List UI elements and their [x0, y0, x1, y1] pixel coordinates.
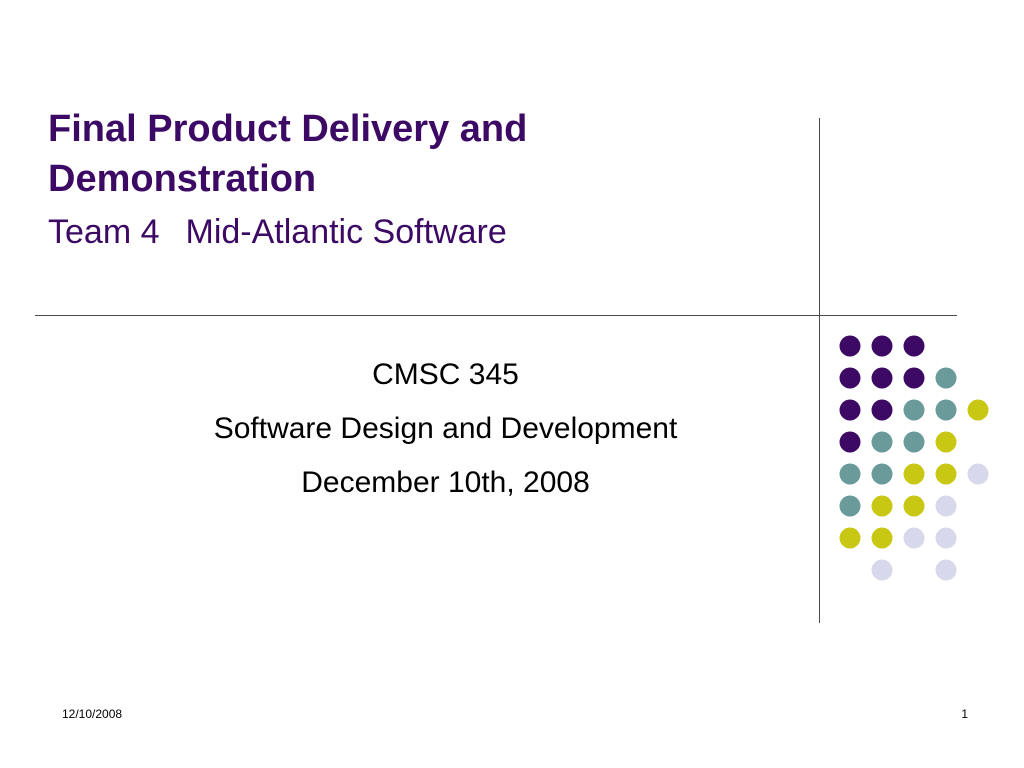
decorative-dot	[871, 367, 893, 389]
slide-title-line-2: Demonstration	[48, 158, 317, 200]
body-text-block: CMSC 345 Software Design and Development…	[48, 348, 843, 510]
decorative-dot	[935, 495, 957, 517]
decorative-dot	[967, 463, 989, 485]
decorative-dot	[903, 431, 925, 453]
decorative-dot	[935, 463, 957, 485]
decorative-dot	[935, 367, 957, 389]
company-label: Mid-Atlantic Software	[185, 213, 507, 251]
decorative-dot	[871, 335, 893, 357]
course-name: Software Design and Development	[213, 412, 678, 445]
decorative-dot	[871, 495, 893, 517]
decorative-dot	[935, 527, 957, 549]
title-block: Final Product Delivery and Demonstration…	[48, 104, 788, 254]
decorative-dot	[871, 399, 893, 421]
decorative-dot	[903, 335, 925, 357]
presentation-date: December 10th, 2008	[301, 466, 590, 499]
horizontal-divider	[35, 315, 957, 316]
decorative-dot	[839, 527, 861, 549]
slide-subtitle: Team 4 Mid-Atlantic Software	[48, 210, 788, 254]
course-code: CMSC 345	[372, 358, 519, 391]
footer-date: 12/10/2008	[62, 707, 123, 721]
decorative-dot	[903, 399, 925, 421]
decorative-dot	[903, 463, 925, 485]
decorative-dot	[903, 367, 925, 389]
decorative-dot	[935, 559, 957, 581]
decorative-dot	[871, 559, 893, 581]
slide-title-line-1: Final Product Delivery and	[48, 108, 528, 150]
decorative-dot	[871, 463, 893, 485]
page-number: 1	[961, 707, 968, 721]
vertical-divider	[819, 118, 820, 623]
team-label: Team 4	[48, 213, 160, 251]
decorative-dot	[903, 495, 925, 517]
decorative-dot	[871, 431, 893, 453]
decorative-dot	[967, 399, 989, 421]
decorative-dot	[935, 431, 957, 453]
decorative-dot	[903, 527, 925, 549]
decorative-dot	[871, 527, 893, 549]
decorative-dot	[935, 399, 957, 421]
